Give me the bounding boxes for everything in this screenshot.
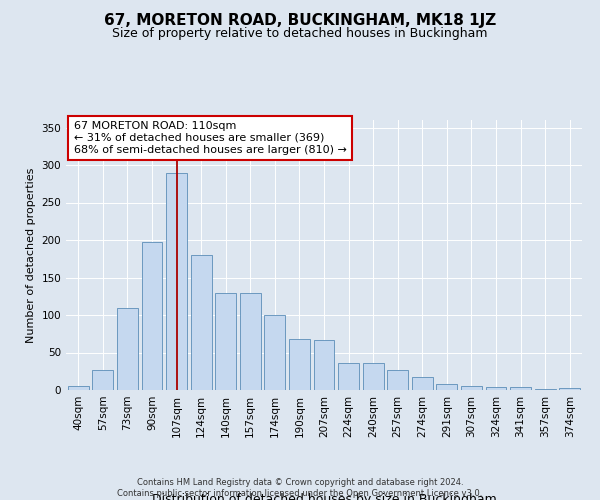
Y-axis label: Number of detached properties: Number of detached properties — [26, 168, 36, 342]
Bar — [142, 242, 163, 390]
Bar — [412, 377, 433, 390]
Bar — [510, 387, 531, 390]
Bar — [240, 292, 261, 390]
Bar — [117, 308, 138, 390]
Bar — [461, 386, 482, 390]
Bar — [265, 315, 286, 390]
Text: 67, MORETON ROAD, BUCKINGHAM, MK18 1JZ: 67, MORETON ROAD, BUCKINGHAM, MK18 1JZ — [104, 12, 496, 28]
Bar — [92, 370, 113, 390]
Bar — [559, 388, 580, 390]
Bar — [338, 363, 359, 390]
Text: 67 MORETON ROAD: 110sqm
← 31% of detached houses are smaller (369)
68% of semi-d: 67 MORETON ROAD: 110sqm ← 31% of detache… — [74, 122, 347, 154]
Text: Contains HM Land Registry data © Crown copyright and database right 2024.
Contai: Contains HM Land Registry data © Crown c… — [118, 478, 482, 498]
Bar — [485, 387, 506, 390]
Bar — [68, 386, 89, 390]
X-axis label: Distribution of detached houses by size in Buckingham: Distribution of detached houses by size … — [152, 492, 496, 500]
Bar — [314, 340, 334, 390]
Bar — [387, 370, 408, 390]
Bar — [166, 172, 187, 390]
Bar — [191, 255, 212, 390]
Bar — [362, 363, 383, 390]
Bar — [436, 384, 457, 390]
Bar — [215, 292, 236, 390]
Bar — [289, 339, 310, 390]
Bar — [535, 388, 556, 390]
Text: Size of property relative to detached houses in Buckingham: Size of property relative to detached ho… — [112, 28, 488, 40]
